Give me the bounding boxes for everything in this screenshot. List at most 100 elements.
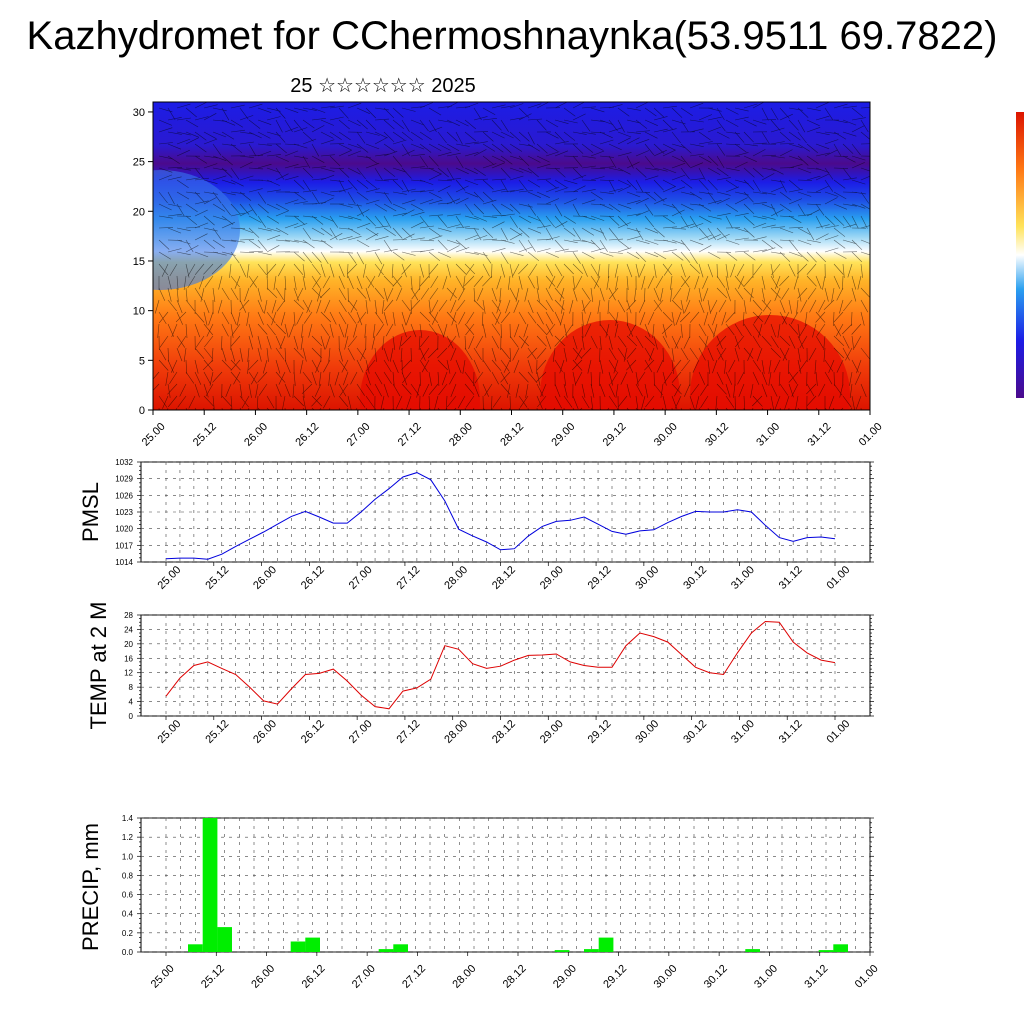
wind-barb — [169, 263, 178, 277]
wind-barb — [635, 371, 639, 386]
wind-barb — [644, 107, 657, 117]
wind-barb — [410, 287, 419, 301]
wind-barb — [770, 119, 781, 131]
x-tick-label: 30.12 — [681, 564, 709, 592]
wind-barb — [392, 119, 405, 130]
wind-barb — [158, 263, 169, 276]
wind-barb — [779, 143, 795, 145]
wind-barb — [474, 371, 484, 384]
wind-barb — [230, 203, 241, 215]
wind-barb — [572, 359, 583, 371]
wind-barb — [329, 263, 335, 278]
wind-barb — [509, 117, 524, 121]
wind-barb — [496, 275, 502, 290]
wind-barb — [756, 347, 763, 362]
wind-barb — [571, 359, 583, 371]
wind-barb — [421, 359, 430, 373]
wind-barb — [779, 275, 790, 287]
wind-barb — [410, 154, 425, 157]
wind-barb — [572, 239, 587, 242]
wind-barb — [437, 167, 449, 178]
wind-barb — [599, 371, 601, 387]
wind-barb — [833, 311, 835, 327]
wind-barb — [491, 311, 500, 325]
wind-barb — [248, 335, 253, 350]
wind-barb — [329, 233, 343, 241]
wind-barb — [518, 311, 527, 325]
wind-barb — [177, 335, 187, 348]
wind-barb — [836, 287, 844, 301]
wind-barb — [365, 249, 380, 253]
wind-barb — [788, 323, 799, 335]
wind-barb — [824, 359, 834, 372]
wind-barb — [311, 143, 320, 157]
wind-barb — [449, 371, 457, 385]
wind-barb — [572, 347, 583, 359]
wind-barb — [617, 185, 631, 193]
wind-barb — [320, 311, 332, 323]
wind-barb — [854, 371, 862, 385]
wind-barb — [158, 347, 167, 361]
wind-barb — [266, 311, 276, 324]
wind-barb — [282, 395, 286, 410]
wind-barb — [689, 162, 704, 169]
wind-barb — [626, 299, 637, 311]
wind-barb — [347, 299, 358, 311]
wind-barb — [716, 107, 725, 121]
wind-barb — [599, 251, 614, 257]
wind-barb — [842, 203, 857, 207]
wind-barb — [689, 223, 704, 229]
wind-barb — [202, 359, 214, 371]
wind-barb — [851, 143, 861, 156]
wind-barb — [443, 323, 448, 338]
precip-bar — [598, 937, 614, 952]
wind-barb — [293, 347, 304, 359]
wind-barb — [698, 167, 706, 181]
wind-barb — [347, 347, 355, 361]
wind-barb — [752, 179, 761, 193]
wind-barb — [851, 125, 865, 133]
wind-barb — [816, 323, 826, 336]
wind-barb — [833, 203, 848, 210]
wind-barb — [293, 371, 296, 386]
wind-barb — [707, 107, 722, 112]
wind-barb — [401, 233, 415, 241]
wind-barb — [684, 383, 691, 397]
wind-barb — [590, 287, 594, 302]
wind-barb — [512, 347, 520, 361]
wind-barb — [599, 119, 614, 125]
wind-barb — [374, 137, 388, 145]
wind-barb — [707, 200, 722, 205]
wind-barb — [653, 335, 658, 350]
wind-barb — [626, 213, 641, 217]
wind-barb — [401, 167, 412, 179]
wind-barb — [266, 275, 269, 291]
wind-barb — [365, 155, 378, 164]
wind-barb — [446, 263, 451, 278]
wind-barb — [217, 299, 223, 314]
wind-barb — [842, 215, 852, 228]
wind-barb — [194, 233, 208, 241]
wind-barb — [464, 383, 475, 395]
x-tick-label: 30.12 — [703, 421, 731, 449]
wind-barb — [835, 323, 844, 337]
precip-chart: 0.00.20.40.60.81.01.21.425.00 25.12 26.00 2… — [78, 814, 881, 991]
wind-barb — [312, 275, 322, 288]
wind-barb — [751, 395, 763, 407]
wind-barb — [339, 383, 349, 396]
wind-barb — [559, 287, 565, 302]
wind-barb — [284, 359, 291, 374]
wind-barb — [725, 131, 740, 135]
wind-barb — [322, 275, 331, 289]
wind-barb — [159, 335, 169, 348]
wind-barb — [158, 203, 172, 211]
wind-barb — [636, 371, 646, 384]
wind-barb — [428, 311, 439, 323]
x-tick-label: 27.12 — [396, 421, 424, 449]
wind-barb — [527, 155, 541, 163]
wind-barb — [410, 299, 421, 311]
wind-barb — [280, 311, 286, 326]
wind-barb — [608, 395, 618, 408]
wind-barb — [158, 167, 173, 173]
wind-barb — [670, 287, 673, 302]
